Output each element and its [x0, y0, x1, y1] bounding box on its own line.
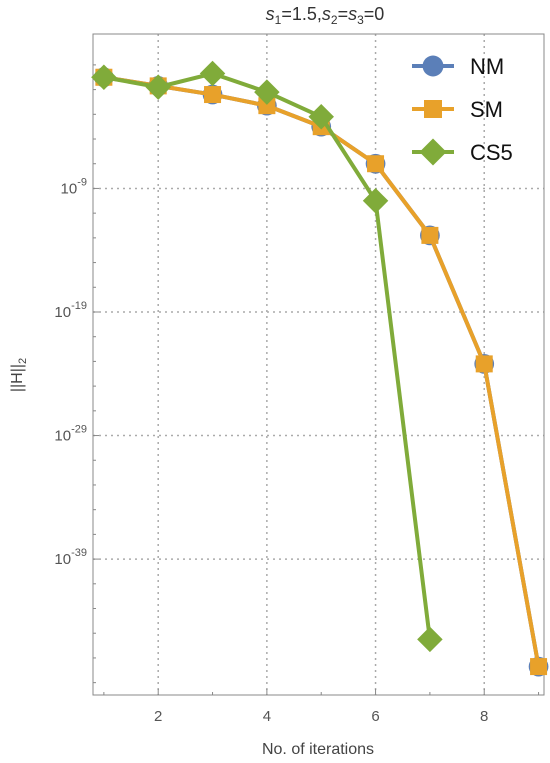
legend-marker-nm: [422, 55, 444, 77]
plot-frame: [92, 33, 545, 696]
legend-item-cs5: CS5: [412, 138, 513, 166]
legend-label: SM: [470, 97, 503, 122]
data-point-cs5: [91, 64, 117, 90]
x-tick-label: 8: [480, 708, 488, 725]
series-line-sm: [103, 75, 541, 667]
legend-item-nm: NM: [412, 54, 504, 79]
data-point-cs5: [362, 188, 389, 214]
legend-item-sm: SM: [412, 97, 503, 122]
series-cs5: [91, 60, 443, 653]
data-point-cs5: [417, 626, 443, 653]
data-point-cs5: [145, 74, 171, 100]
legend-label: NM: [470, 54, 504, 79]
data-point-cs5: [254, 79, 280, 105]
series-layer: [91, 60, 549, 677]
x-axis-label: No. of iterations: [262, 741, 374, 758]
x-tick-label: 6: [371, 708, 379, 725]
legend-label: CS5: [470, 140, 513, 165]
data-point-sm: [367, 155, 385, 173]
x-tick-label: 4: [263, 708, 271, 725]
y-tick-label: 10-19: [54, 300, 87, 321]
data-point-sm: [258, 97, 276, 115]
legend: NM SM CS5: [412, 54, 513, 166]
data-point-sm: [475, 355, 493, 373]
y-tick-labels: 10-9 10-19 10-29 10-39: [54, 176, 87, 568]
data-point-sm: [421, 226, 439, 244]
data-point-sm: [530, 658, 548, 676]
axis-ticks: [93, 64, 540, 695]
legend-marker-sm: [424, 100, 442, 118]
data-point-cs5: [308, 104, 334, 130]
y-tick-label: 10-9: [61, 176, 87, 197]
y-tick-label: 10-29: [54, 424, 87, 445]
legend-marker-cs5: [419, 138, 447, 166]
data-point-sm: [204, 86, 222, 104]
data-point-cs5: [199, 60, 226, 87]
series-line-nm: [103, 75, 541, 667]
x-tick-label: 2: [154, 708, 162, 725]
x-tick-labels: 2 4 6 8: [154, 708, 488, 725]
y-axis-label: ||H||2: [9, 358, 29, 392]
y-tick-label: 10-39: [54, 547, 87, 568]
chart-title: s1=1.5,s2=s3=0: [266, 4, 385, 27]
